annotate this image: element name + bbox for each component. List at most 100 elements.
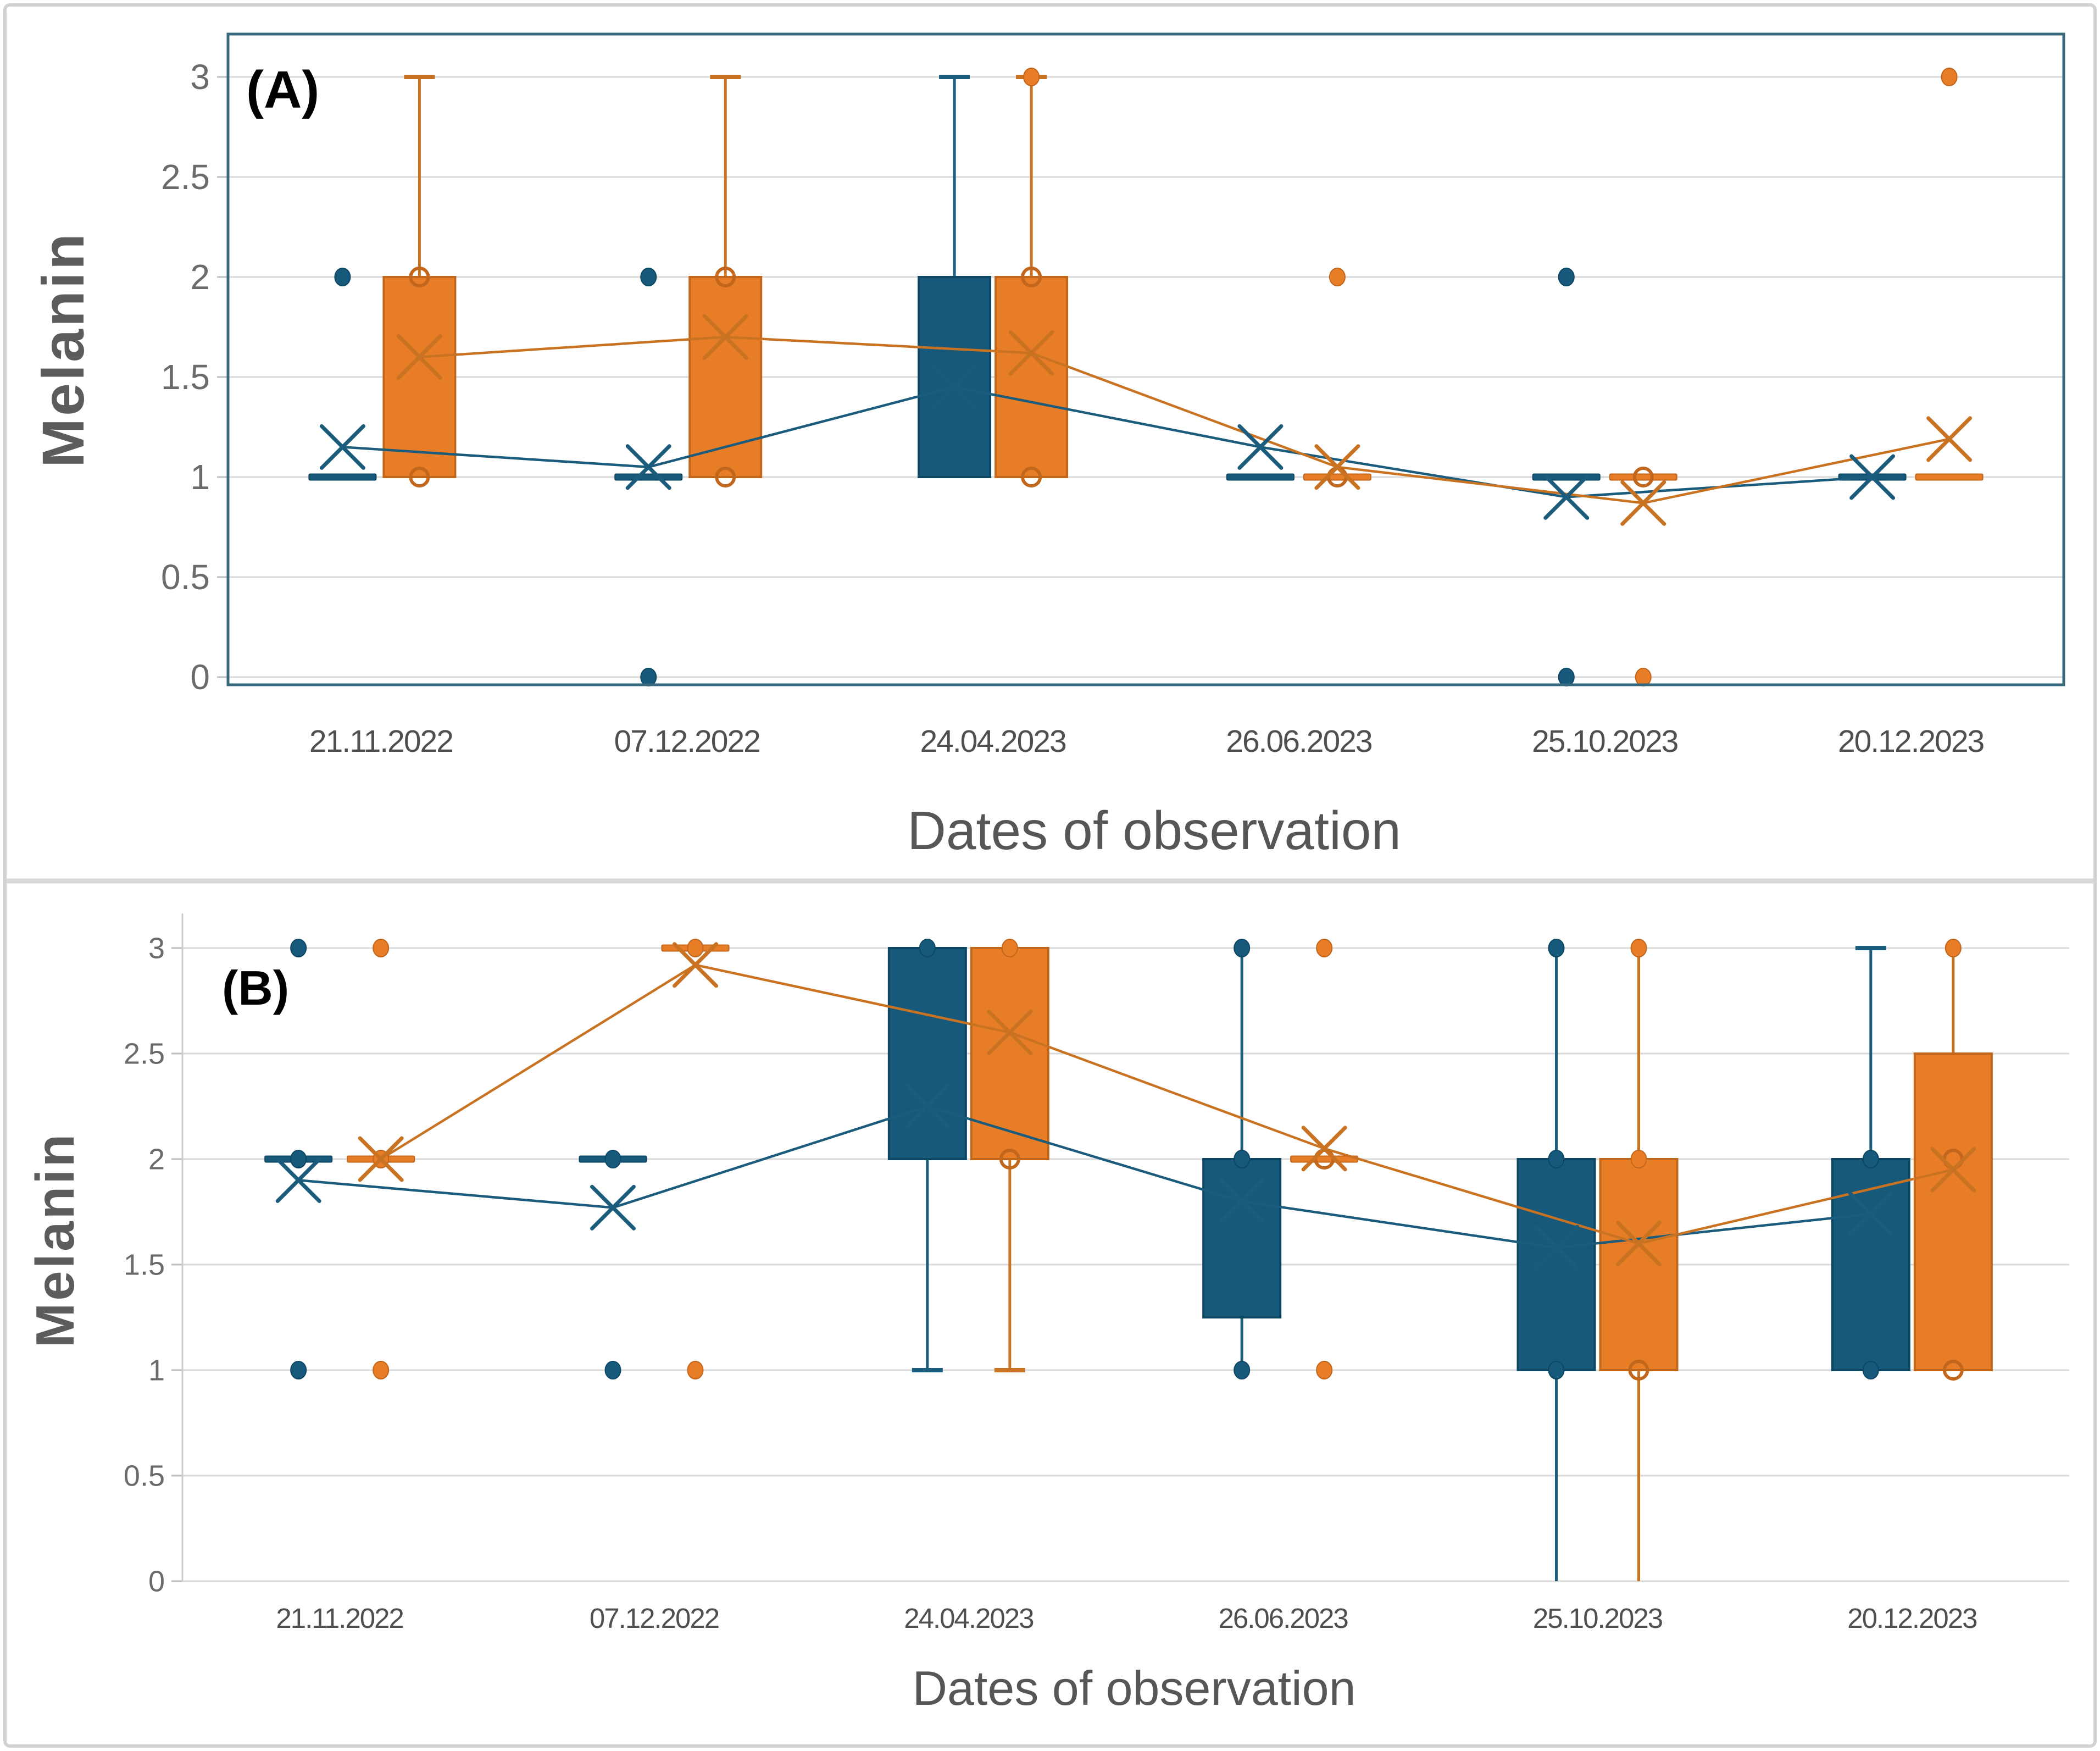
x-axis-title: Dates of observation: [907, 800, 1401, 861]
outlier-dot: [1023, 68, 1040, 86]
y-tick-label: 2: [190, 257, 210, 297]
mean-marker: [1237, 424, 1284, 470]
outlier-dot: [1234, 939, 1251, 957]
mean-marker: [987, 1010, 1033, 1056]
mean-marker: [1534, 1224, 1579, 1271]
outlier-dot: [1630, 1150, 1647, 1168]
ring-marker: [1021, 267, 1042, 287]
y-tick-label: 1.5: [124, 1248, 165, 1281]
y-axis-title: Melanin: [25, 1132, 85, 1348]
y-tick-label: 0.5: [161, 557, 210, 597]
ring-marker: [999, 1149, 1020, 1170]
y-tick-label: 2: [148, 1143, 165, 1176]
mean-line: [342, 385, 1873, 498]
median-dash: [1303, 473, 1371, 481]
outlier-dot: [1945, 939, 1962, 957]
mean-marker: [396, 334, 442, 380]
panel-label: (A): [246, 60, 319, 119]
mean-marker: [1314, 444, 1360, 490]
mean-marker: [931, 364, 977, 410]
outlier-dot: [334, 268, 351, 286]
outlier-dot: [373, 939, 390, 957]
median-dash: [1609, 473, 1677, 481]
mean-marker: [1848, 1191, 1894, 1237]
outlier-dot: [290, 1361, 307, 1379]
x-tick-label: 21.11.2022: [276, 1603, 403, 1634]
outlier-dot: [640, 268, 657, 286]
mean-marker: [904, 1083, 951, 1129]
outlier-dot: [1329, 268, 1346, 286]
x-tick-label: 20.12.2023: [1838, 724, 1984, 759]
mean-marker: [1301, 1126, 1347, 1172]
x-axis-title: Dates of observation: [912, 1661, 1355, 1715]
ring-marker: [1628, 1360, 1649, 1381]
x-tick-label: 07.12.2022: [590, 1603, 719, 1634]
box: [1599, 1158, 1679, 1371]
box: [1202, 1158, 1282, 1318]
outlier-dot: [1234, 1150, 1251, 1168]
outlier-dot: [1630, 939, 1647, 957]
outlier-dot: [1635, 668, 1652, 686]
ring-marker: [1632, 467, 1654, 487]
outlier-dot: [1316, 939, 1333, 957]
box: [1913, 1052, 1993, 1371]
outlier-dot: [1234, 1361, 1251, 1379]
median-dash: [1290, 1155, 1359, 1163]
outlier-dot: [1558, 268, 1575, 286]
y-tick-label: 2.5: [161, 157, 210, 197]
mean-line: [298, 1105, 1871, 1249]
x-tick-label: 07.12.2022: [614, 724, 760, 759]
mean-marker: [673, 942, 718, 988]
outlier-dot: [1316, 1361, 1333, 1379]
mean-marker: [275, 1157, 321, 1203]
outlier-dot: [290, 1150, 307, 1168]
box: [918, 276, 992, 478]
median-dash: [1226, 473, 1295, 481]
mean-line: [380, 963, 1954, 1245]
ring-marker: [1021, 467, 1042, 487]
outlier-dot: [919, 939, 936, 957]
mean-marker: [1219, 1178, 1265, 1224]
ring-marker: [1942, 1360, 1964, 1381]
outlier-dot: [640, 668, 657, 686]
box: [887, 947, 967, 1160]
ring-marker: [715, 467, 736, 487]
outlier-dot: [687, 1361, 704, 1379]
mean-marker: [625, 444, 671, 490]
outlier-dot: [604, 1150, 621, 1168]
box: [382, 276, 457, 478]
box: [995, 276, 1069, 478]
x-tick-label: 26.06.2023: [1226, 724, 1372, 759]
ring-marker: [715, 267, 736, 287]
box: [1516, 1158, 1596, 1371]
x-tick-label: 21.11.2022: [309, 724, 453, 759]
box: [1831, 1158, 1910, 1371]
panel-label: (B): [222, 961, 289, 1015]
chart-frame: [226, 32, 2065, 686]
mean-line: [419, 335, 1950, 505]
y-tick-label: 2.5: [124, 1037, 165, 1070]
mean-marker: [1008, 330, 1054, 376]
y-tick-label: 1: [190, 457, 210, 497]
outlier-dot: [373, 1361, 390, 1379]
x-tick-label: 26.06.2023: [1219, 1603, 1348, 1634]
median-dash: [614, 473, 683, 481]
mean-marker: [1620, 480, 1666, 526]
ring-marker: [409, 267, 430, 287]
y-tick-label: 0: [190, 657, 210, 697]
mean-marker: [1849, 454, 1896, 500]
mean-marker: [702, 314, 748, 360]
y-tick-label: 0: [148, 1565, 165, 1598]
outlier-dot: [1001, 939, 1018, 957]
median-dash: [1532, 473, 1601, 481]
y-tick-label: 3: [148, 932, 165, 965]
outlier-dot: [1548, 1150, 1565, 1168]
outlier-dot: [1548, 939, 1565, 957]
box: [688, 276, 763, 478]
y-tick-label: 1.5: [161, 357, 210, 397]
x-tick-label: 20.12.2023: [1847, 1603, 1977, 1634]
ring-marker: [409, 467, 430, 487]
outlier-dot: [1941, 68, 1958, 86]
outlier-dot: [1862, 1150, 1879, 1168]
